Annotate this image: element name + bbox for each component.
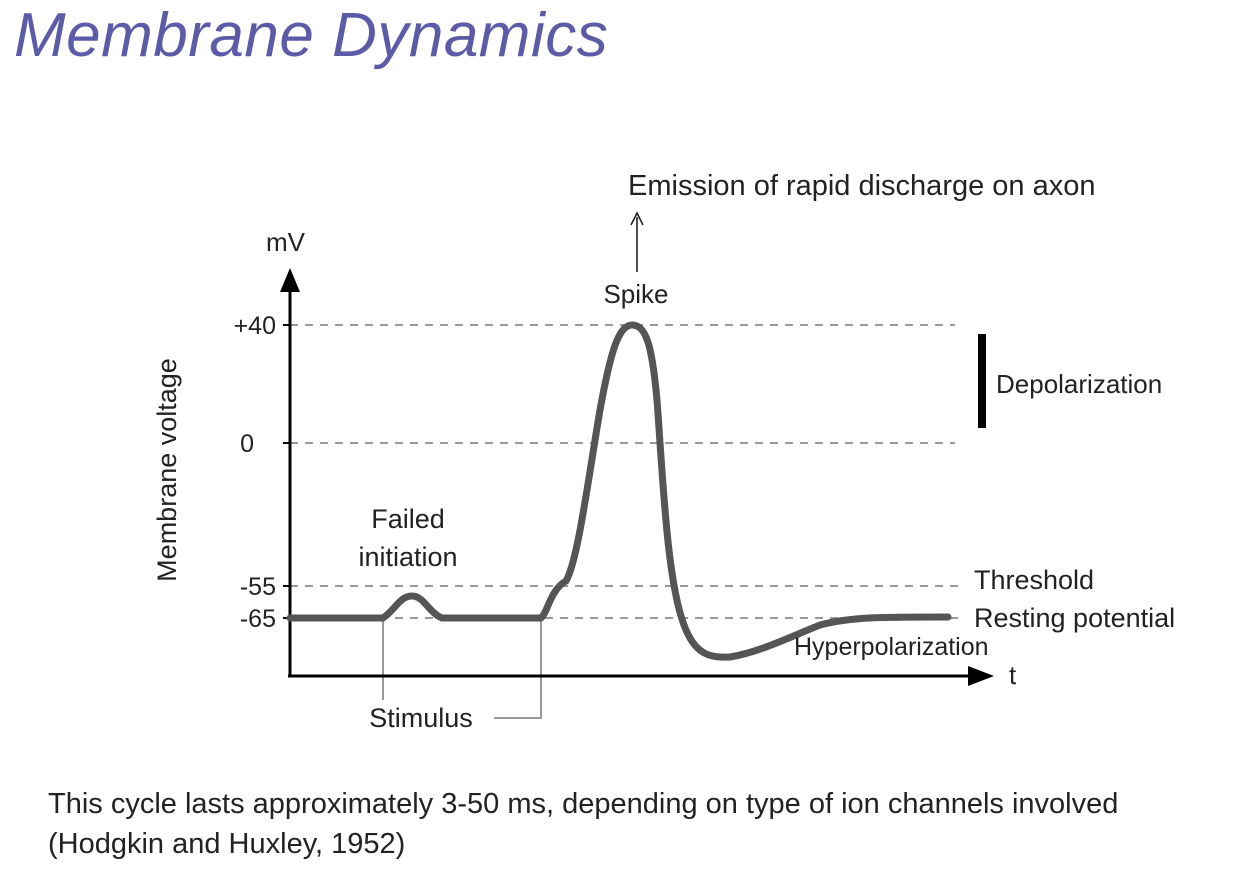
emission-arrow-head <box>630 211 644 226</box>
page-title: Membrane Dynamics <box>14 1 609 70</box>
y-axis-label: Membrane voltage <box>152 358 182 582</box>
x-axis-arrowhead <box>968 666 994 686</box>
spike-label: Spike <box>603 279 668 309</box>
hyperpolarization-label: Hyperpolarization <box>794 633 989 661</box>
stimulus-leader-second <box>494 620 542 719</box>
tick-label-minus65: -65 <box>240 605 276 633</box>
emission-arrow <box>630 211 644 272</box>
x-axis-label: t <box>1009 660 1017 690</box>
threshold-label: Threshold <box>974 565 1094 595</box>
tick-label-plus40: +40 <box>234 312 276 340</box>
reference-lines <box>290 324 960 619</box>
y-axis-unit: mV <box>266 227 306 257</box>
emission-label: Emission of rapid discharge on axon <box>628 170 1095 202</box>
membrane-voltage-curve <box>286 321 952 661</box>
tick-label-zero: 0 <box>240 430 254 458</box>
resting-potential-label: Resting potential <box>974 603 1175 633</box>
failed-label-line2: initiation <box>358 542 457 572</box>
caption: This cycle lasts approximately 3-50 ms, … <box>48 788 1119 860</box>
stimulus-leaders <box>382 620 542 719</box>
axes <box>280 268 994 686</box>
tick-label-minus55: -55 <box>240 573 276 601</box>
depolarization-label: Depolarization <box>996 369 1162 399</box>
y-axis-arrowhead <box>280 268 300 292</box>
depolarization-bar <box>978 334 986 428</box>
stimulus-label: Stimulus <box>369 703 473 733</box>
failed-label-line1: Failed <box>371 504 445 534</box>
